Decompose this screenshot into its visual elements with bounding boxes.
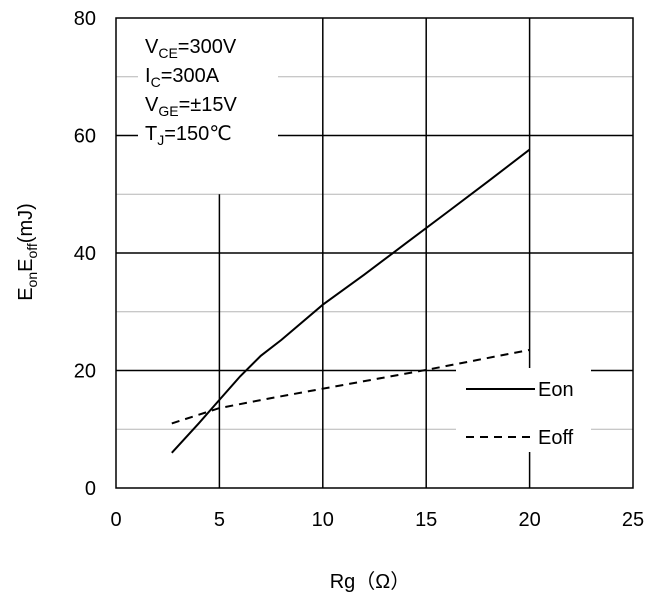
condition-line: IC=300A <box>145 65 220 90</box>
series-line-eon <box>171 148 531 454</box>
condition-line: TJ=150℃ <box>145 123 232 148</box>
condition-line: VCE=300V <box>145 36 237 61</box>
y-label-sub1: on <box>24 272 40 288</box>
x-tick-label: 15 <box>415 509 437 531</box>
y-axis-label: EonEoff(mJ) <box>15 203 40 301</box>
legend: Eon Eoff <box>456 368 591 452</box>
plot-frame <box>115 17 634 489</box>
x-tick-label: 20 <box>518 509 540 531</box>
x-tick-label: 25 <box>622 509 644 531</box>
x-tick-labels: 0 5 10 15 20 25 <box>110 509 644 531</box>
y-tick-label: 80 <box>74 8 96 30</box>
test-conditions: VCE=300V IC=300A VGE=±15V TJ=150℃ <box>138 28 278 158</box>
y-tick-label: 40 <box>74 243 96 265</box>
svg-text:EonEoff(mJ): EonEoff(mJ) <box>15 203 40 301</box>
conditions-background <box>138 28 278 158</box>
legend-label-eon: Eon <box>538 379 574 401</box>
series-lines <box>171 148 531 454</box>
condition-line: VGE=±15V <box>145 94 237 119</box>
y-label-unit: (mJ) <box>15 203 37 243</box>
y-tick-labels: 0 20 40 60 80 <box>74 8 96 500</box>
y-label-e1: E <box>15 287 37 300</box>
series-line-eoff <box>171 348 530 425</box>
x-tick-label: 10 <box>312 509 334 531</box>
y-label-sub2: off <box>24 243 40 258</box>
y-tick-label: 20 <box>74 361 96 383</box>
x-tick-label: 0 <box>110 509 121 531</box>
y-tick-label: 0 <box>85 478 96 500</box>
y-tick-label: 60 <box>74 126 96 148</box>
x-axis-label: Rg（Ω） <box>330 570 411 593</box>
y-label-e2: E <box>15 259 37 272</box>
x-tick-label: 5 <box>214 509 225 531</box>
legend-label-eoff: Eoff <box>538 427 574 449</box>
